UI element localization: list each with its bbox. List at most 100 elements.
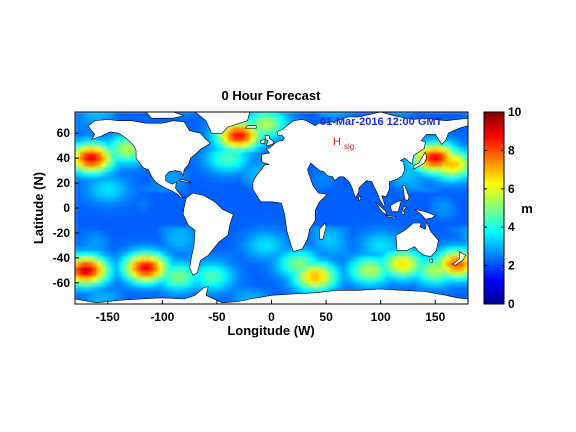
heat-cell <box>315 271 321 278</box>
heat-cell <box>83 206 89 213</box>
heat-cell <box>280 241 286 248</box>
heat-cell <box>254 271 259 278</box>
heat-cell <box>88 211 94 218</box>
heat-cell <box>280 226 286 233</box>
heat-cell <box>319 116 325 123</box>
heat-cell <box>109 206 115 213</box>
heat-cell <box>319 206 325 213</box>
heat-cell <box>219 196 225 203</box>
heat-cell <box>315 276 321 283</box>
heat-cell <box>254 116 259 123</box>
heat-cell <box>201 161 207 168</box>
heat-cell <box>171 206 177 213</box>
heat-cell <box>450 131 456 138</box>
heat-cell <box>96 276 102 283</box>
heat-cell <box>123 271 128 278</box>
heat-cell <box>214 151 220 158</box>
heat-cell <box>109 181 115 188</box>
heat-cell <box>214 186 220 193</box>
heat-cell <box>441 256 447 263</box>
heat-cell <box>398 251 404 258</box>
heat-cell <box>179 116 185 123</box>
heat-cell <box>332 201 338 208</box>
heat-cell <box>271 261 277 268</box>
heat-cell <box>214 156 220 163</box>
heat-cell <box>463 256 468 263</box>
heat-cell <box>240 261 246 268</box>
heat-cell <box>101 296 107 303</box>
heat-cell <box>271 286 277 293</box>
heat-cell <box>463 226 468 233</box>
heat-cell <box>140 256 146 263</box>
heat-cell <box>219 191 225 198</box>
heat-cell <box>114 191 120 198</box>
heat-cell <box>293 266 299 273</box>
heat-cell <box>262 206 268 213</box>
heat-cell <box>249 176 255 183</box>
heat-cell <box>358 191 364 198</box>
heat-cell <box>114 296 120 303</box>
heat-cell <box>79 136 85 143</box>
heat-cell <box>201 261 207 268</box>
heat-cell <box>136 206 142 213</box>
heat-cell <box>227 246 233 253</box>
heat-cell <box>454 186 460 193</box>
heat-cell <box>419 171 425 178</box>
heat-cell <box>227 281 233 288</box>
heat-cell <box>393 251 399 258</box>
heat-cell <box>136 181 142 188</box>
heat-cell <box>459 226 465 233</box>
heat-cell <box>88 271 94 278</box>
heat-cell <box>358 221 364 228</box>
heat-cell <box>249 196 255 203</box>
heat-cell <box>245 126 251 133</box>
heat-cell <box>114 112 120 118</box>
heat-cell <box>398 211 404 218</box>
heat-cell <box>157 201 163 208</box>
heat-cell <box>245 191 251 198</box>
heat-cell <box>223 126 229 133</box>
heat-cell <box>350 112 356 118</box>
heat-cell <box>114 186 120 193</box>
heat-cell <box>162 116 168 123</box>
heat-cell <box>171 271 177 278</box>
heat-cell <box>428 151 434 158</box>
heat-cell <box>337 206 342 213</box>
heat-cell <box>179 246 185 253</box>
heat-cell <box>131 171 137 178</box>
heat-cell <box>424 201 430 208</box>
heat-cell <box>192 121 198 128</box>
heat-cell <box>428 281 434 288</box>
heat-cell <box>123 266 128 273</box>
heat-cell <box>127 286 133 293</box>
heat-cell <box>105 276 111 283</box>
heat-cell <box>83 251 89 258</box>
heat-cell <box>319 281 325 288</box>
heat-cell <box>424 112 430 118</box>
heat-cell <box>157 261 163 268</box>
heat-cell <box>219 291 225 298</box>
heat-cell <box>319 286 325 293</box>
heat-cell <box>463 211 468 218</box>
heat-cell <box>315 231 321 238</box>
heat-cell <box>371 281 377 288</box>
heat-cell <box>415 171 421 178</box>
heat-cell <box>376 201 382 208</box>
heat-cell <box>371 221 377 228</box>
heat-cell <box>149 261 155 268</box>
heat-cell <box>267 266 273 273</box>
heat-cell <box>345 271 351 278</box>
heat-cell <box>337 251 342 258</box>
heat-cell <box>101 261 107 268</box>
heat-cell <box>341 176 347 183</box>
heat-cell <box>249 161 255 168</box>
heat-cell <box>149 191 155 198</box>
heat-cell <box>232 281 238 288</box>
heat-cell <box>406 256 412 263</box>
heat-cell <box>284 241 290 248</box>
variable-label: H sig. <box>333 136 356 151</box>
heat-cell <box>380 281 386 288</box>
heat-cell <box>450 136 456 143</box>
heat-cell <box>240 271 246 278</box>
heat-cell <box>363 206 369 213</box>
